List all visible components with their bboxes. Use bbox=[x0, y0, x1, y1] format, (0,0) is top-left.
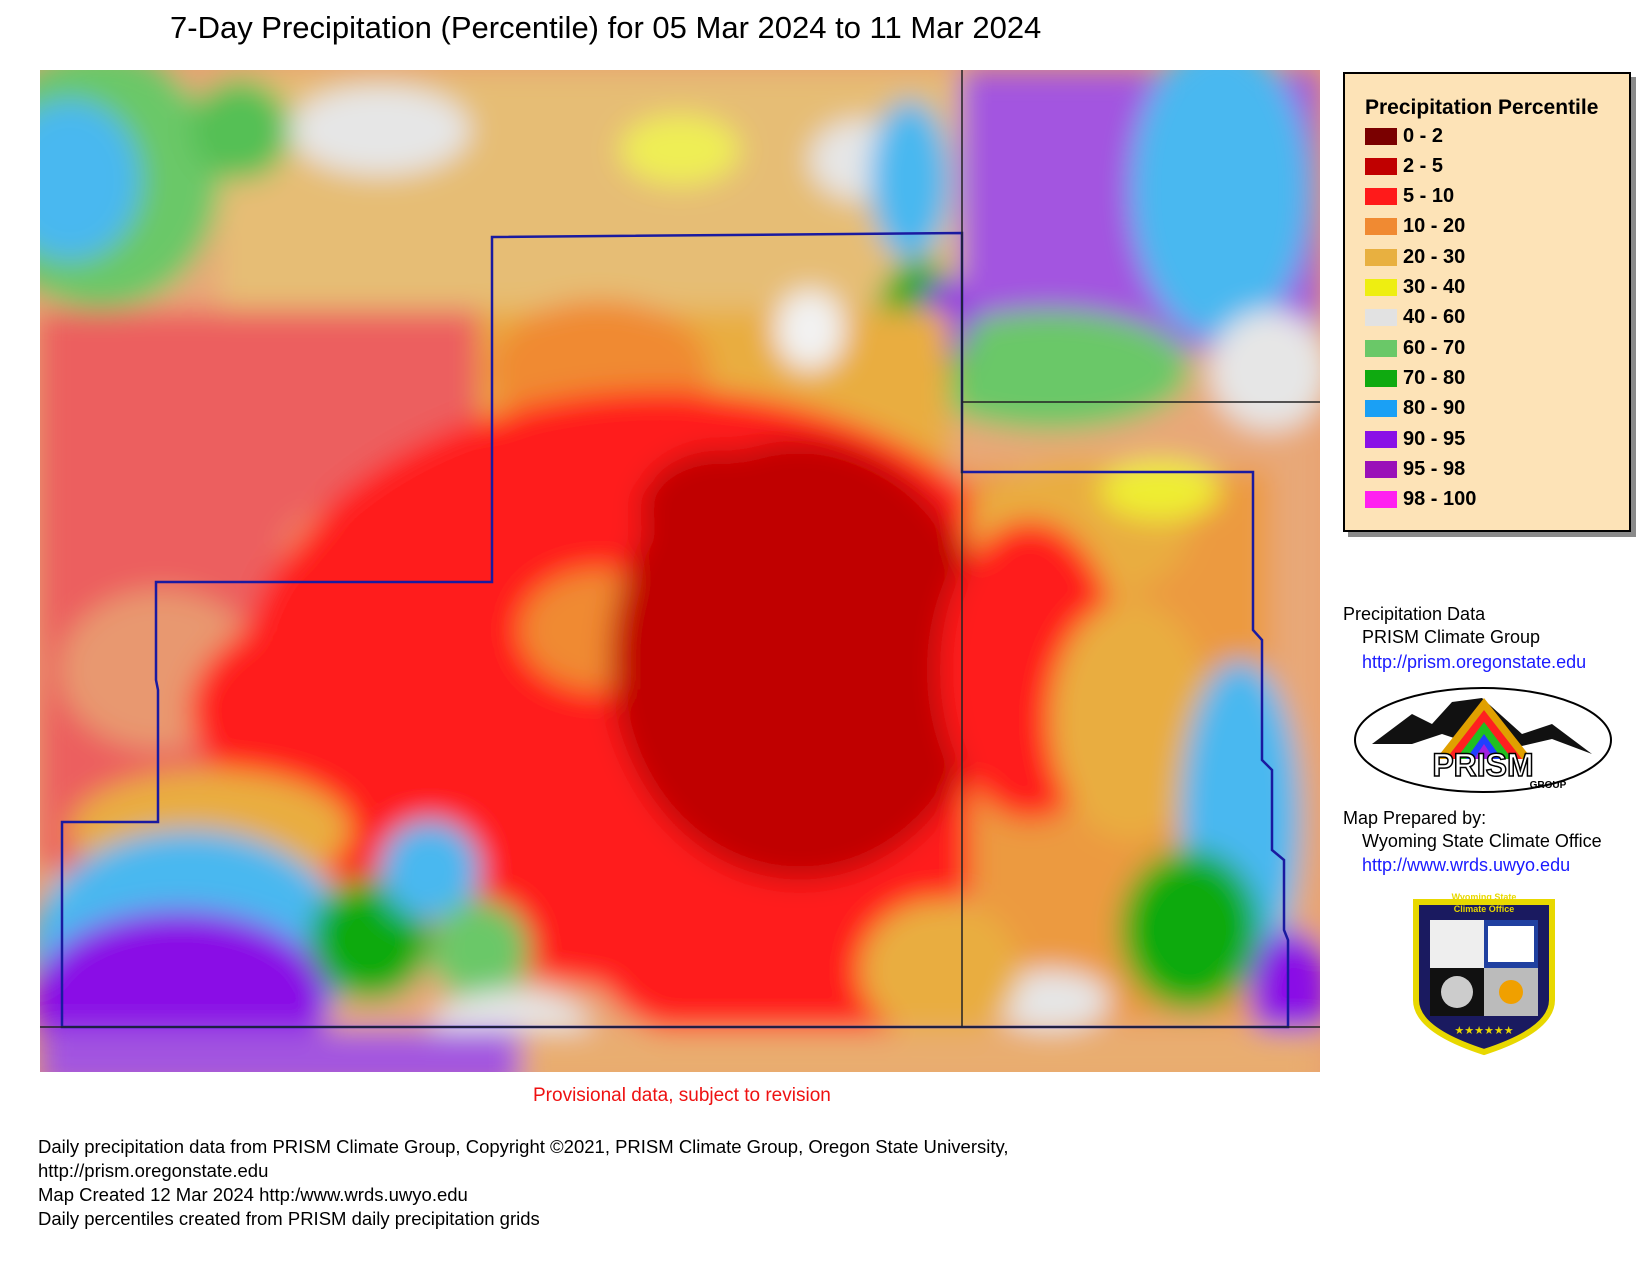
footer-line-3: Map Created 12 Mar 2024 http:/www.wrds.u… bbox=[38, 1184, 468, 1205]
legend-item: 2 - 5 bbox=[1365, 154, 1443, 178]
legend-item: 70 - 80 bbox=[1365, 366, 1465, 390]
legend-item: 90 - 95 bbox=[1365, 427, 1465, 451]
legend-item: 95 - 98 bbox=[1365, 457, 1465, 481]
legend-swatch bbox=[1365, 400, 1397, 418]
svg-text:★★★★★★: ★★★★★★ bbox=[1454, 1024, 1513, 1037]
wrds-link[interactable]: http://www.wrds.uwyo.edu bbox=[1362, 855, 1571, 875]
data-heading: Precipitation Data bbox=[1343, 604, 1486, 624]
legend-label: 90 - 95 bbox=[1403, 427, 1466, 450]
legend-swatch bbox=[1365, 491, 1397, 509]
legend-item: 10 - 20 bbox=[1365, 215, 1465, 239]
legend-item: 40 - 60 bbox=[1365, 306, 1465, 330]
data-org: PRISM Climate Group bbox=[1362, 627, 1541, 647]
legend-swatch bbox=[1365, 460, 1397, 478]
legend-label: 5 - 10 bbox=[1403, 185, 1455, 208]
legend-label: 20 - 30 bbox=[1403, 245, 1466, 268]
legend-swatch bbox=[1365, 218, 1397, 236]
legend-item: 80 - 90 bbox=[1365, 397, 1465, 421]
footer-line-4: Daily percentiles created from PRISM dai… bbox=[38, 1208, 540, 1229]
map-title: 7-Day Precipitation (Percentile) for 05 … bbox=[170, 10, 1042, 45]
precipitation-percentile-map[interactable] bbox=[40, 70, 1320, 1072]
prism-logo-text: PRISM bbox=[1432, 747, 1533, 783]
legend-swatch bbox=[1365, 188, 1397, 206]
legend-label: 95 - 98 bbox=[1403, 457, 1466, 480]
legend-label: 98 - 100 bbox=[1403, 488, 1477, 511]
wsco-logo: Wyoming State Climate Office ★★★★★★ bbox=[1412, 890, 1556, 1061]
legend: Precipitation Percentile 0 - 2 2 - 5 5 - 1… bbox=[1343, 72, 1631, 532]
wsco-logo-text-2: Climate Office bbox=[1454, 904, 1515, 914]
map-svg bbox=[40, 70, 1320, 1072]
legend-swatch bbox=[1365, 339, 1397, 357]
footer-line-1: Daily precipitation data from PRISM Clim… bbox=[38, 1136, 1009, 1157]
legend-item: 98 - 100 bbox=[1365, 488, 1476, 512]
provisional-note: Provisional data, subject to revision bbox=[533, 1085, 831, 1106]
legend-label: 60 - 70 bbox=[1403, 336, 1466, 359]
legend-label: 10 - 20 bbox=[1403, 215, 1466, 238]
legend-swatch bbox=[1365, 309, 1397, 327]
legend-label: 30 - 40 bbox=[1403, 276, 1466, 298]
legend-swatch bbox=[1365, 369, 1397, 387]
legend-item: 60 - 70 bbox=[1365, 336, 1465, 360]
prepared-org: Wyoming State Climate Office bbox=[1362, 831, 1602, 851]
legend-swatch bbox=[1365, 430, 1397, 448]
legend-label: 80 - 90 bbox=[1403, 397, 1466, 420]
prism-link[interactable]: http://prism.oregonstate.edu bbox=[1362, 652, 1587, 672]
prism-logo-sub: GROUP bbox=[1530, 780, 1567, 791]
footer-line-2: http://prism.oregonstate.edu bbox=[38, 1160, 269, 1181]
legend-label: 2 - 5 bbox=[1403, 154, 1444, 177]
legend-swatch bbox=[1365, 279, 1397, 296]
legend-item: 0 - 2 bbox=[1365, 124, 1443, 148]
legend-label: 70 - 80 bbox=[1403, 366, 1466, 389]
legend-item: 30 - 40 bbox=[1365, 276, 1465, 300]
wsco-logo-text-1: Wyoming State bbox=[1452, 892, 1517, 902]
legend-swatch bbox=[1365, 127, 1397, 145]
prism-logo: PRISM GROUP bbox=[1352, 684, 1614, 801]
legend-item: 20 - 30 bbox=[1365, 245, 1465, 269]
legend-swatch bbox=[1365, 157, 1397, 175]
prepared-heading: Map Prepared by: bbox=[1343, 808, 1487, 828]
legend-label: 0 - 2 bbox=[1403, 124, 1444, 147]
legend-item: 5 - 10 bbox=[1365, 185, 1454, 209]
legend-title: Precipitation Percentile bbox=[1365, 96, 1599, 119]
legend-swatch bbox=[1365, 248, 1397, 266]
legend-label: 40 - 60 bbox=[1403, 306, 1466, 329]
